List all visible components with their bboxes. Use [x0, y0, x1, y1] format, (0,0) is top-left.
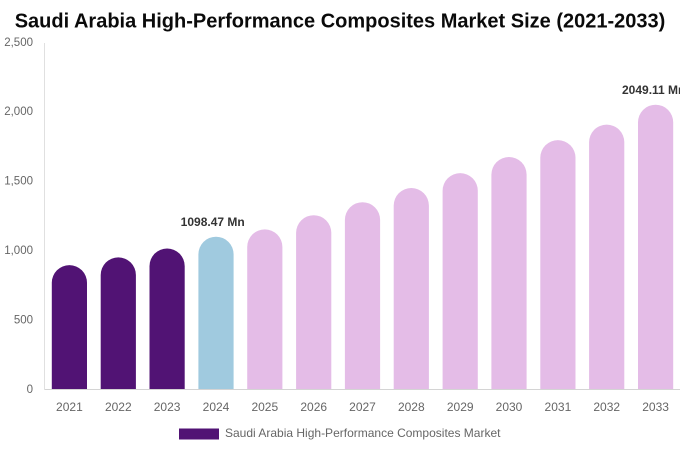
svg-text:1,000: 1,000	[4, 245, 33, 257]
svg-text:2,500: 2,500	[4, 37, 33, 49]
svg-text:2025: 2025	[251, 400, 278, 414]
svg-text:0: 0	[27, 384, 33, 396]
svg-text:2033: 2033	[642, 400, 669, 414]
svg-text:2049.11 Mn: 2049.11 Mn	[622, 83, 680, 97]
svg-text:Saudi Arabia High-Performance: Saudi Arabia High-Performance Composites…	[15, 11, 666, 33]
svg-text:1,500: 1,500	[4, 176, 33, 188]
svg-text:2027: 2027	[349, 400, 376, 414]
svg-text:2030: 2030	[496, 400, 523, 414]
svg-text:2032: 2032	[593, 400, 620, 414]
svg-text:2022: 2022	[105, 400, 132, 414]
svg-text:1098.47 Mn: 1098.47 Mn	[181, 215, 245, 229]
svg-text:2,000: 2,000	[4, 106, 33, 118]
svg-text:2021: 2021	[56, 400, 83, 414]
svg-text:2028: 2028	[398, 400, 425, 414]
svg-text:2029: 2029	[447, 400, 474, 414]
svg-text:500: 500	[14, 315, 33, 327]
svg-text:2031: 2031	[545, 400, 572, 414]
svg-text:2026: 2026	[300, 400, 327, 414]
svg-text:Saudi Arabia High-Performance: Saudi Arabia High-Performance Composites…	[225, 426, 501, 440]
svg-text:2024: 2024	[203, 400, 230, 414]
svg-text:2023: 2023	[154, 400, 181, 414]
